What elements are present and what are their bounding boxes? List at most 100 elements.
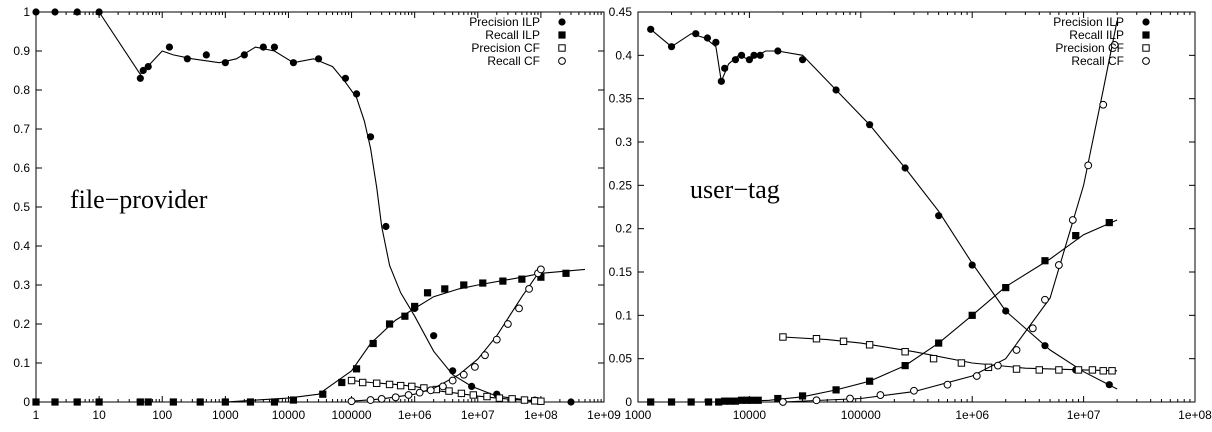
data-point: [943, 380, 952, 389]
data-point: [721, 64, 729, 72]
data-point: [246, 398, 255, 406]
data-point: [1054, 261, 1063, 269]
data-point: [866, 377, 874, 385]
series-line: [782, 336, 1118, 372]
x-tick-label: 10000: [733, 408, 767, 422]
data-point: [469, 391, 478, 399]
data-point: [737, 51, 746, 59]
series-recall-ilp: [32, 268, 586, 406]
x-tick-label: 1e+06: [955, 408, 989, 422]
data-point: [1041, 295, 1049, 304]
data-point: [667, 43, 676, 51]
data-point: [1105, 219, 1113, 227]
series-recall-cf: [779, 20, 1119, 406]
data-point: [743, 396, 751, 404]
data-point: [756, 51, 764, 59]
legend-marker: [1142, 18, 1150, 26]
x-tick-label: 1e+06: [398, 408, 432, 422]
data-point: [32, 8, 40, 16]
data-point: [865, 341, 874, 349]
x-tick-label: 1: [33, 408, 40, 422]
y-tick-label: 0.1: [615, 308, 632, 322]
data-point: [1041, 342, 1049, 350]
data-point: [369, 339, 377, 348]
data-point: [259, 43, 267, 51]
data-point: [144, 63, 152, 71]
data-point: [426, 386, 435, 395]
data-point: [352, 365, 361, 373]
data-point: [1012, 346, 1021, 354]
x-tick-label: 1e+08: [524, 408, 558, 422]
y-tick-label: 0: [23, 395, 30, 409]
series-line: [36, 11, 541, 403]
data-point: [459, 370, 468, 379]
data-point: [715, 398, 723, 406]
x-tick-label: 100: [152, 408, 172, 422]
data-point: [430, 332, 438, 340]
data-point: [737, 396, 746, 404]
series-precision-ilp: [32, 8, 575, 406]
data-point: [352, 90, 361, 98]
y-tick-label: 0.9: [13, 44, 30, 58]
data-point: [144, 398, 152, 406]
series-recall-cf: [347, 265, 545, 406]
data-point: [492, 335, 501, 344]
data-point: [647, 398, 655, 406]
data-point: [536, 265, 545, 274]
y-tick-label: 0.7: [13, 122, 30, 136]
data-point: [183, 55, 191, 63]
data-point: [270, 398, 279, 406]
data-point: [401, 312, 409, 320]
data-point: [415, 388, 424, 397]
y-tick-label: 0.2: [13, 317, 30, 331]
data-point: [812, 335, 821, 343]
data-point: [567, 398, 575, 406]
series-line: [782, 20, 1118, 403]
data-point: [754, 396, 762, 404]
data-point: [32, 398, 40, 406]
data-point: [448, 376, 457, 385]
legend-label: Precision CF: [1055, 41, 1124, 55]
series-line: [36, 268, 586, 403]
data-point: [731, 56, 740, 64]
data-point: [1035, 366, 1043, 374]
legend-marker: [558, 18, 566, 26]
data-point: [1099, 100, 1108, 109]
plot-frame: [637, 11, 1196, 403]
chart-panel-2: 0 0.05 0.1 0.15 0.2 0.25 0.3 0.35 0.4 0.45 1000 100…: [609, 5, 1212, 422]
data-point: [468, 382, 476, 390]
data-point: [460, 281, 468, 289]
data-point: [687, 398, 695, 406]
legend-marker: [1142, 31, 1150, 39]
data-point: [95, 398, 103, 406]
data-point: [515, 304, 523, 313]
data-point: [712, 38, 720, 46]
data-point: [704, 398, 713, 406]
data-point: [411, 302, 419, 311]
data-point: [438, 382, 447, 391]
data-point: [774, 394, 782, 403]
data-point: [901, 164, 909, 172]
y-tick-label: 0.45: [609, 5, 633, 19]
legend-label: Recall ILP: [1069, 28, 1124, 42]
data-point: [95, 8, 103, 16]
data-point: [479, 279, 487, 287]
legend-label: Precision CF: [471, 41, 540, 55]
data-point: [957, 359, 966, 367]
data-point: [1055, 366, 1063, 374]
data-point: [910, 386, 918, 395]
data-point: [832, 386, 840, 394]
y-tick-label: 0.4: [615, 48, 632, 62]
data-point: [748, 396, 756, 404]
data-point: [338, 378, 346, 387]
data-point: [798, 392, 807, 400]
data-point: [798, 56, 807, 64]
data-point: [51, 8, 59, 16]
data-point: [972, 372, 981, 380]
data-point: [537, 273, 545, 281]
data-point: [525, 285, 533, 293]
data-point: [483, 392, 491, 401]
data-point: [341, 74, 350, 82]
